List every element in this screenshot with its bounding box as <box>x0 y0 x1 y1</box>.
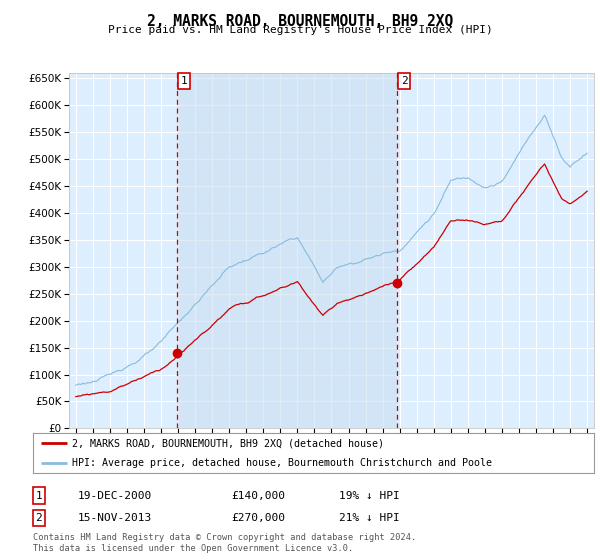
Text: £140,000: £140,000 <box>231 491 285 501</box>
Text: Contains HM Land Registry data © Crown copyright and database right 2024.: Contains HM Land Registry data © Crown c… <box>33 533 416 542</box>
Text: This data is licensed under the Open Government Licence v3.0.: This data is licensed under the Open Gov… <box>33 544 353 553</box>
Text: Price paid vs. HM Land Registry's House Price Index (HPI): Price paid vs. HM Land Registry's House … <box>107 25 493 35</box>
Text: 2: 2 <box>35 513 43 523</box>
Text: 2: 2 <box>401 76 407 86</box>
Text: 21% ↓ HPI: 21% ↓ HPI <box>339 513 400 523</box>
Text: 19% ↓ HPI: 19% ↓ HPI <box>339 491 400 501</box>
Text: 19-DEC-2000: 19-DEC-2000 <box>78 491 152 501</box>
Text: 1: 1 <box>35 491 43 501</box>
Text: £270,000: £270,000 <box>231 513 285 523</box>
Bar <box>178 73 397 428</box>
Text: 2, MARKS ROAD, BOURNEMOUTH, BH9 2XQ (detached house): 2, MARKS ROAD, BOURNEMOUTH, BH9 2XQ (det… <box>72 438 384 449</box>
Text: 15-NOV-2013: 15-NOV-2013 <box>78 513 152 523</box>
Text: HPI: Average price, detached house, Bournemouth Christchurch and Poole: HPI: Average price, detached house, Bour… <box>72 458 492 468</box>
Text: 1: 1 <box>181 76 188 86</box>
Text: 2, MARKS ROAD, BOURNEMOUTH, BH9 2XQ: 2, MARKS ROAD, BOURNEMOUTH, BH9 2XQ <box>147 14 453 29</box>
